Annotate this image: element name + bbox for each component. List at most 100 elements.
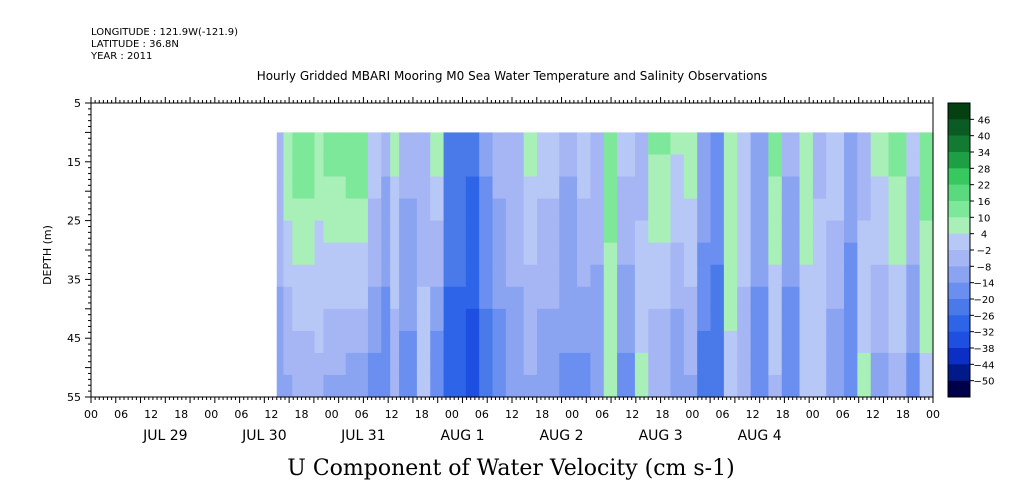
heat-cell	[617, 198, 636, 222]
heat-cell	[844, 308, 858, 332]
heat-cell	[537, 264, 560, 288]
x-tick-label: 00	[806, 408, 820, 421]
heat-cell	[870, 308, 890, 332]
heat-cell	[812, 308, 827, 332]
heat-cell	[381, 374, 391, 398]
heat-cell	[399, 220, 418, 244]
heat-cell	[857, 220, 872, 244]
heat-cell	[750, 242, 769, 266]
heat-cell	[648, 264, 672, 288]
heat-cell	[314, 308, 325, 332]
y-tick-label: 45	[67, 332, 81, 345]
heat-cell	[465, 198, 480, 222]
heat-cell	[710, 374, 725, 398]
colorbar-label: −50	[973, 377, 994, 388]
x-tick-label: 00	[204, 408, 218, 421]
colorbar-swatch	[948, 135, 970, 153]
x-tick-label: 12	[866, 408, 880, 421]
heat-cell	[523, 308, 538, 332]
heat-cell	[505, 264, 525, 288]
heat-cell	[276, 374, 285, 398]
heat-cell	[906, 352, 921, 376]
heat-cell	[710, 286, 725, 310]
heat-cell	[919, 352, 934, 376]
colorbar-label: −26	[973, 311, 994, 322]
heat-cell	[603, 286, 618, 310]
heat-cell	[537, 132, 560, 156]
heat-cell	[276, 264, 285, 288]
heat-cell	[292, 220, 316, 244]
heat-cell	[283, 132, 293, 156]
heat-cell	[367, 198, 382, 222]
colorbar-swatch	[948, 119, 970, 136]
day-label: JUL 31	[340, 428, 385, 444]
heat-cell	[857, 308, 872, 332]
heat-cell	[737, 242, 752, 266]
heat-cell	[888, 264, 907, 288]
heat-cell	[617, 374, 636, 398]
heat-cell	[781, 176, 801, 200]
heat-cell	[844, 220, 858, 244]
heat-cell	[799, 286, 814, 310]
day-label: AUG 4	[738, 428, 782, 444]
heat-cell	[826, 352, 845, 376]
x-axis-ticks: 00 06 12 18 00 06 12 18 00 06 12 18 00 06 12 18 00 06 12 18…	[84, 97, 940, 444]
heat-cell	[577, 264, 592, 288]
heat-cell	[870, 132, 890, 156]
heat-cell	[367, 352, 382, 376]
heat-cell	[505, 176, 525, 200]
heat-cell	[603, 198, 618, 222]
heat-cell	[768, 330, 783, 354]
heat-cell	[479, 176, 494, 200]
heat-cell	[283, 330, 293, 354]
heat-cell	[799, 198, 814, 222]
heat-cell	[505, 198, 525, 222]
heat-cell	[683, 330, 698, 354]
heat-cell	[737, 264, 752, 288]
heat-cell	[919, 308, 934, 332]
heat-cell	[577, 330, 592, 354]
colorbar-label: 10	[978, 213, 991, 224]
colorbar-label: 22	[978, 181, 991, 192]
y-tick-label: 25	[67, 215, 81, 228]
heat-cell	[710, 330, 725, 354]
heat-cell	[888, 308, 907, 332]
heat-cell	[443, 132, 467, 156]
heat-cell	[523, 286, 538, 310]
heat-cell	[505, 330, 525, 354]
heat-cell	[826, 264, 845, 288]
heat-cell	[919, 154, 934, 178]
heat-cell	[399, 352, 418, 376]
heat-cell	[710, 176, 725, 200]
heat-cell	[906, 264, 921, 288]
heat-cell	[870, 352, 890, 376]
heat-cell	[479, 220, 494, 244]
heat-cell	[323, 374, 347, 398]
heat-cell	[750, 330, 769, 354]
heat-cell	[723, 330, 738, 354]
longitude-label: LONGITUDE : 121.9W(-121.9)	[91, 27, 238, 38]
heat-cell	[590, 352, 605, 376]
heat-cell	[479, 374, 494, 398]
heat-cell	[430, 154, 445, 178]
y-tick-label: 55	[67, 391, 81, 404]
heat-cell	[826, 330, 845, 354]
heat-cell	[737, 308, 752, 332]
heat-cell	[617, 308, 636, 332]
heat-cell	[577, 154, 592, 178]
heat-cell	[479, 242, 494, 266]
heat-cell	[523, 374, 538, 398]
colorbar-label: 40	[978, 132, 991, 143]
heat-cell	[523, 242, 538, 266]
heat-cell	[430, 286, 445, 310]
day-label: AUG 3	[639, 428, 683, 444]
heat-cell	[799, 242, 814, 266]
heat-cell	[367, 308, 382, 332]
heat-cell	[670, 242, 685, 266]
heat-cell	[381, 154, 391, 178]
heat-cell	[670, 132, 685, 156]
heat-cell	[345, 154, 369, 178]
x-tick-label: 12	[264, 408, 278, 421]
heat-cell	[781, 132, 801, 156]
